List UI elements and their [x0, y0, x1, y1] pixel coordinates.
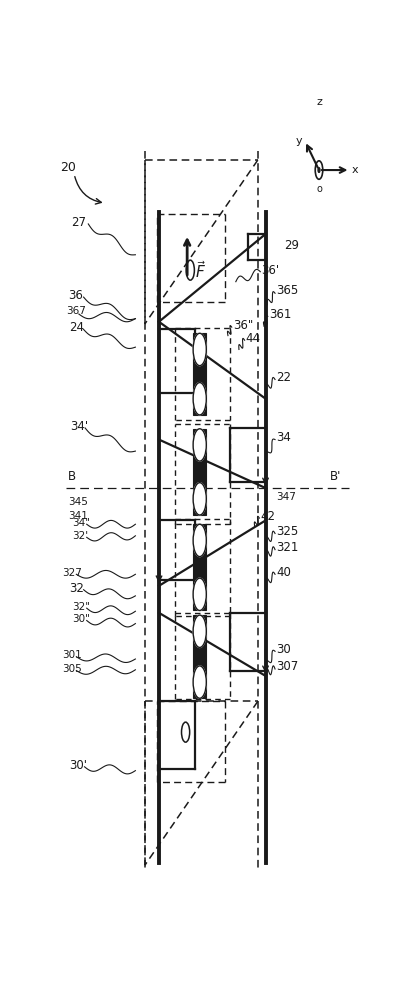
Text: 30': 30': [70, 759, 87, 772]
Text: 44: 44: [245, 332, 260, 345]
Text: 321: 321: [276, 541, 298, 554]
Bar: [193, 615, 206, 698]
Text: 307: 307: [276, 660, 298, 673]
Text: y: y: [296, 136, 303, 146]
Text: 34": 34": [72, 518, 91, 528]
Text: 36": 36": [232, 319, 253, 332]
Circle shape: [193, 383, 206, 415]
Text: 27: 27: [71, 216, 86, 229]
Text: 32: 32: [70, 582, 84, 595]
Text: 327: 327: [62, 568, 83, 578]
Text: 365: 365: [276, 284, 298, 297]
Bar: [193, 333, 206, 415]
Text: $\vec{F}$: $\vec{F}$: [195, 260, 206, 281]
Text: 36': 36': [261, 264, 279, 277]
Circle shape: [193, 429, 206, 461]
Circle shape: [193, 524, 206, 557]
Text: 36: 36: [68, 289, 83, 302]
Text: 367: 367: [66, 306, 86, 316]
Text: x: x: [352, 165, 358, 175]
Text: B': B': [330, 470, 341, 483]
Text: 361: 361: [269, 308, 291, 321]
Text: 32': 32': [72, 531, 89, 541]
Circle shape: [193, 483, 206, 515]
Text: 301: 301: [62, 650, 82, 660]
Text: 42: 42: [260, 510, 275, 523]
Text: 30: 30: [276, 643, 291, 656]
Text: 347: 347: [276, 492, 296, 502]
Text: 341: 341: [68, 511, 88, 521]
Text: 305: 305: [62, 664, 82, 674]
Text: 30": 30": [72, 614, 90, 624]
Text: 325: 325: [276, 525, 298, 538]
Text: 22: 22: [276, 371, 291, 384]
Circle shape: [193, 615, 206, 647]
Circle shape: [193, 333, 206, 366]
Text: 34: 34: [276, 431, 291, 444]
Bar: [193, 524, 206, 610]
Text: z: z: [316, 97, 322, 107]
Circle shape: [193, 578, 206, 610]
Text: 345: 345: [68, 497, 88, 507]
Text: 24: 24: [70, 321, 85, 334]
Text: B: B: [68, 470, 76, 483]
Circle shape: [193, 666, 206, 698]
Text: 29: 29: [284, 239, 299, 252]
Text: 34': 34': [70, 420, 88, 433]
Text: 32": 32": [72, 602, 90, 612]
Text: 40: 40: [276, 566, 291, 579]
Bar: [193, 429, 206, 515]
Text: 20: 20: [60, 161, 76, 174]
Text: o: o: [317, 184, 323, 194]
Circle shape: [318, 168, 320, 172]
